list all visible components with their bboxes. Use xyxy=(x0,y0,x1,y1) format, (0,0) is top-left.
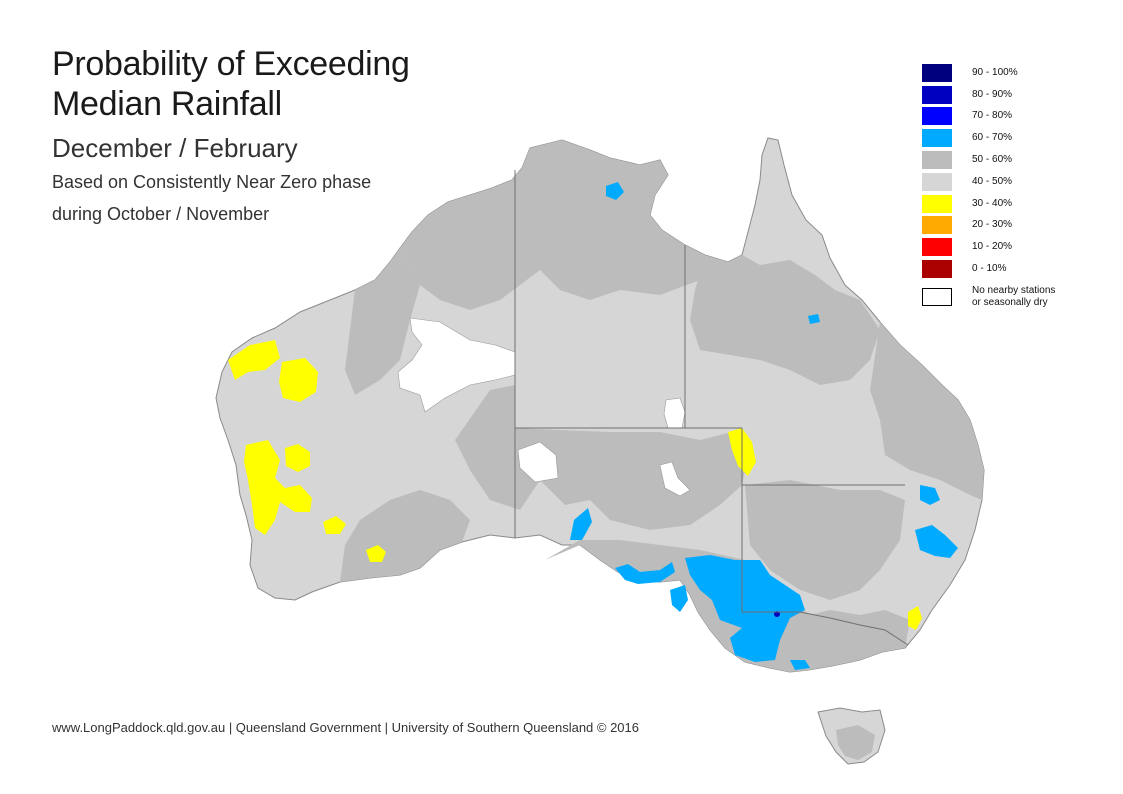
legend-swatch xyxy=(922,216,952,235)
zone-30-40 xyxy=(228,340,922,630)
title-block: Probability of Exceeding Median Rainfall… xyxy=(52,44,432,230)
legend-item: 60 - 70% xyxy=(922,127,1055,149)
legend-item: 90 - 100% xyxy=(922,62,1055,84)
legend-item: 80 - 90% xyxy=(922,84,1055,106)
footer-credits: www.LongPaddock.qld.gov.au | Queensland … xyxy=(52,720,639,735)
legend-swatch xyxy=(922,107,952,126)
description-line-2: during October / November xyxy=(52,204,270,224)
legend-item: 0 - 10% xyxy=(922,258,1055,280)
legend-label: 80 - 90% xyxy=(972,88,1013,100)
legend-label: No nearby stations or seasonally dry xyxy=(972,284,1056,308)
legend-label: 10 - 20% xyxy=(972,241,1013,253)
map-description: Based on Consistently Near Zero phase du… xyxy=(52,166,432,230)
zone-60-70 xyxy=(570,182,958,670)
legend-item: 20 - 30% xyxy=(922,215,1055,237)
legend-label: 60 - 70% xyxy=(972,132,1013,144)
legend-item: 30 - 40% xyxy=(922,193,1055,215)
legend-swatch xyxy=(922,238,952,257)
map-title-line-2: Median Rainfall xyxy=(52,85,282,123)
legend-item: 70 - 80% xyxy=(922,106,1055,128)
legend-item: 50 - 60% xyxy=(922,149,1055,171)
legend-label: 40 - 50% xyxy=(972,175,1013,187)
state-borders xyxy=(514,170,909,646)
zone-no-data xyxy=(397,317,691,497)
legend-swatch xyxy=(922,287,952,306)
legend-label: 30 - 40% xyxy=(972,197,1013,209)
legend-item: No nearby stations or seasonally dry xyxy=(922,282,1055,312)
legend-item: 40 - 50% xyxy=(922,171,1055,193)
legend-swatch xyxy=(922,63,952,82)
legend-swatch xyxy=(922,151,952,170)
legend-label: 50 - 60% xyxy=(972,154,1013,166)
description-line-1: Based on Consistently Near Zero phase xyxy=(52,172,372,192)
map-subtitle: December / February xyxy=(52,133,298,163)
legend-label: 70 - 80% xyxy=(972,110,1013,122)
legend-swatch xyxy=(922,172,952,191)
legend-label: 20 - 30% xyxy=(972,219,1013,231)
legend-swatch xyxy=(922,85,952,104)
legend-swatch xyxy=(922,194,952,213)
legend-label: 90 - 100% xyxy=(972,66,1018,78)
legend-label: 0 - 10% xyxy=(972,263,1007,275)
tasmania-shading xyxy=(836,725,875,760)
legend-item: 10 - 20% xyxy=(922,236,1055,258)
legend-swatch xyxy=(922,129,952,148)
legend-swatch xyxy=(922,260,952,279)
map-title-line-1: Probability of Exceeding xyxy=(52,45,410,83)
legend: 90 - 100% 80 - 90% 70 - 80% 60 - 70% 50 … xyxy=(922,62,1055,312)
